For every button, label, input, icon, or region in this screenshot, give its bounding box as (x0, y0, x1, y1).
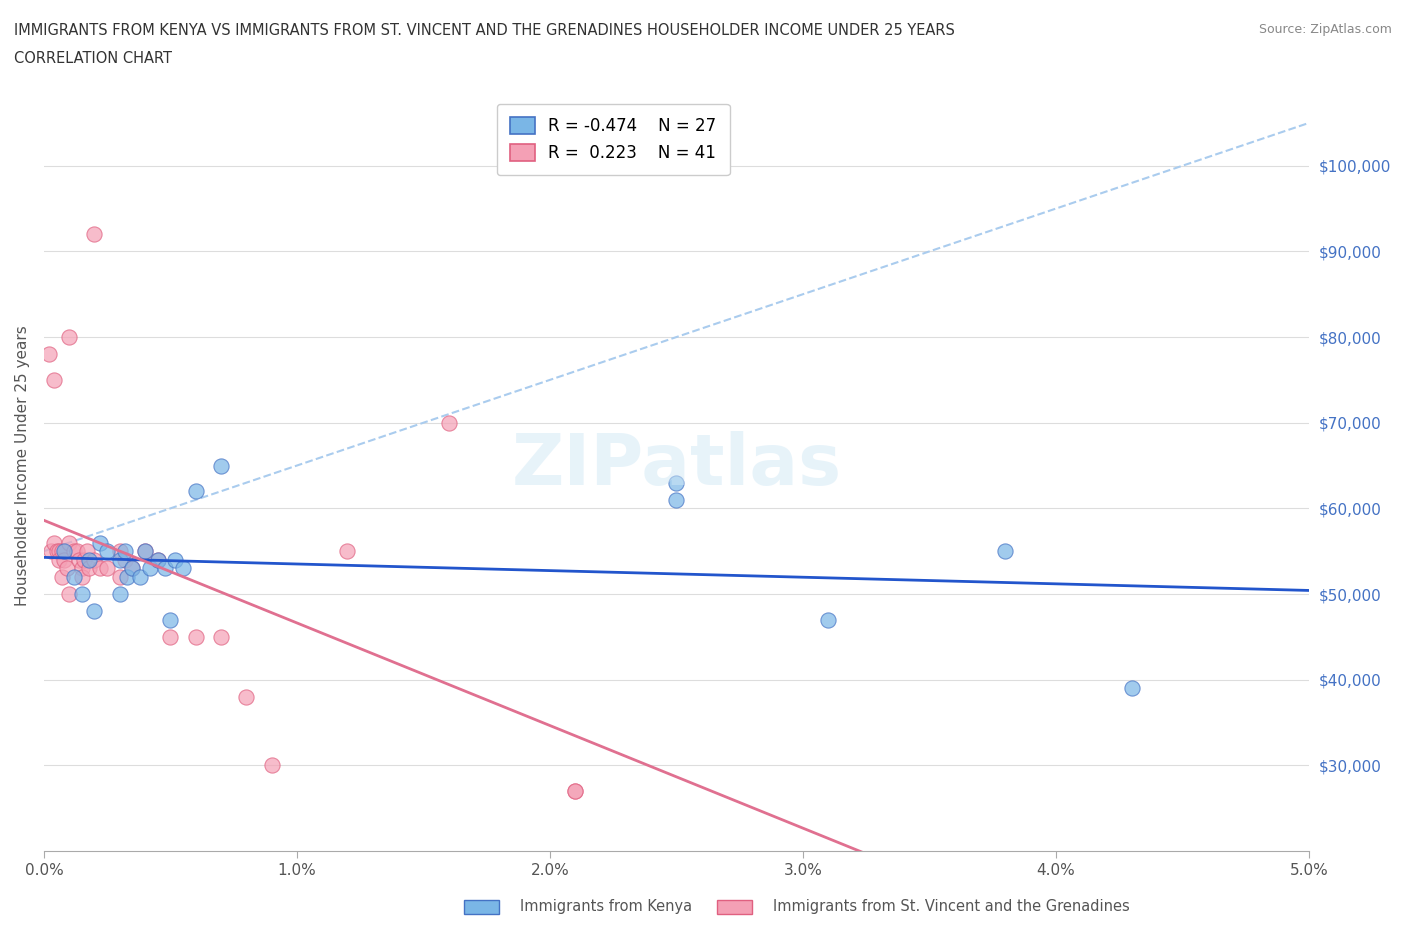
Point (172, 561, 194, 576)
Point (70, 587, 93, 602)
Point (79, 561, 101, 576)
Point (184, 484, 207, 498)
Point (155, 561, 177, 576)
Point (564, 784, 586, 799)
Text: IMMIGRANTS FROM KENYA VS IMMIGRANTS FROM ST. VINCENT AND THE GRENADINES HOUSEHOL: IMMIGRANTS FROM KENYA VS IMMIGRANTS FROM… (14, 23, 955, 38)
Point (48, 544, 70, 559)
Point (38, 347, 60, 362)
Point (108, 552, 131, 567)
Point (108, 587, 131, 602)
Point (70, 561, 93, 576)
Point (63, 569, 86, 584)
Point (114, 552, 136, 567)
Point (159, 612, 181, 627)
Point (58, 535, 80, 550)
Point (260, 758, 283, 773)
Point (53, 544, 76, 559)
Point (209, 630, 232, 644)
Point (42, 372, 65, 387)
Point (67, 552, 90, 567)
Point (564, 784, 586, 799)
Point (994, 544, 1017, 559)
Point (1121, 681, 1143, 696)
Text: Immigrants from Kenya: Immigrants from Kenya (520, 899, 692, 914)
Point (89, 535, 111, 550)
Point (58, 587, 80, 602)
Point (134, 544, 156, 559)
Point (96, 561, 118, 576)
Point (134, 544, 156, 559)
Point (665, 492, 688, 507)
Point (66, 544, 89, 559)
Point (165, 552, 187, 567)
Point (73, 552, 96, 567)
Point (235, 689, 257, 704)
Point (336, 544, 359, 559)
Point (48, 552, 70, 567)
Point (41, 544, 63, 559)
Point (108, 544, 131, 559)
Point (117, 569, 139, 584)
Point (665, 475, 688, 490)
Point (76, 544, 98, 559)
Point (89, 561, 111, 576)
Point (83, 227, 105, 242)
Point (55, 561, 77, 576)
Point (42, 535, 65, 550)
Text: CORRELATION CHART: CORRELATION CHART (14, 51, 172, 66)
Point (121, 561, 143, 576)
Point (83, 552, 105, 567)
Point (108, 569, 131, 584)
Point (51, 569, 73, 584)
Point (159, 630, 181, 644)
Point (817, 612, 839, 627)
Text: ZIPatlas: ZIPatlas (512, 431, 841, 500)
Point (437, 416, 460, 431)
Text: Source: ZipAtlas.com: Source: ZipAtlas.com (1258, 23, 1392, 36)
Point (79, 552, 101, 567)
Point (96, 544, 118, 559)
Point (121, 561, 143, 576)
Point (139, 561, 162, 576)
Point (129, 569, 152, 584)
Y-axis label: Householder Income Under 25 years: Householder Income Under 25 years (15, 326, 30, 606)
Point (63, 544, 86, 559)
Legend: R = -0.474    N = 27, R =  0.223    N = 41: R = -0.474 N = 27, R = 0.223 N = 41 (496, 104, 730, 175)
Point (53, 552, 76, 567)
Point (146, 552, 169, 567)
Point (70, 569, 93, 584)
Point (51, 544, 73, 559)
Point (184, 630, 207, 644)
Point (45, 544, 67, 559)
Point (114, 544, 136, 559)
Text: Immigrants from St. Vincent and the Grenadines: Immigrants from St. Vincent and the Gren… (773, 899, 1130, 914)
Point (146, 552, 169, 567)
Point (83, 604, 105, 618)
Point (209, 458, 232, 473)
Point (58, 329, 80, 344)
